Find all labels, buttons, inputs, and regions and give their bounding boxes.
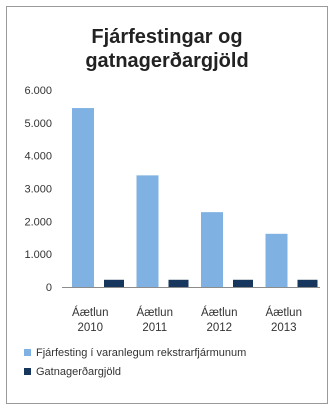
- bar-street-fees: [233, 279, 253, 287]
- chart-frame: Fjárfestingar og gatnagerðargjöld: [6, 6, 328, 404]
- y-tick-label: 0: [46, 282, 52, 294]
- x-category-label: Áætlun: [72, 306, 108, 319]
- x-category-label: 2010: [77, 322, 103, 334]
- x-category-label: 2011: [142, 322, 167, 334]
- legend-item-street-fees: Gatnagerðargjöld: [24, 366, 121, 378]
- x-category-label: Áætlun: [201, 306, 237, 319]
- legend-swatch-investment: [24, 349, 31, 356]
- y-tick-label: 3.000: [24, 184, 52, 196]
- bar-investment: [136, 175, 159, 287]
- bar-investment: [72, 108, 94, 287]
- legend-label-investment: Fjárfesting í varanlegum rekstrarfjármun…: [36, 347, 247, 359]
- legend-item-investment: Fjárfesting í varanlegum rekstrarfjármun…: [24, 347, 246, 359]
- bar-investment: [265, 233, 288, 287]
- y-tick-label: 4.000: [24, 151, 52, 163]
- x-category-label: Áætlun: [137, 306, 173, 319]
- chart-title: Fjárfestingar og gatnagerðargjöld: [7, 25, 327, 73]
- x-category-label: 2012: [206, 322, 232, 334]
- chart-title-line-2: gatnagerðargjöld: [85, 50, 249, 72]
- legend-swatch-street-fees: [24, 368, 31, 375]
- y-tick-label: 6.000: [24, 85, 52, 97]
- y-tick-label: 5.000: [24, 118, 52, 130]
- chart-title-line-1: Fjárfestingar og: [91, 26, 243, 48]
- y-tick-label: 1.000: [24, 249, 52, 261]
- bar-investment: [201, 212, 223, 287]
- x-category-label: Áætlun: [266, 306, 302, 319]
- bar-street-fees: [104, 279, 124, 287]
- bar-street-fees: [168, 279, 189, 287]
- x-category-label: 2013: [271, 322, 297, 334]
- bar-street-fees: [297, 279, 318, 287]
- legend-label-street-fees: Gatnagerðargjöld: [36, 366, 122, 378]
- y-tick-label: 2.000: [24, 216, 52, 228]
